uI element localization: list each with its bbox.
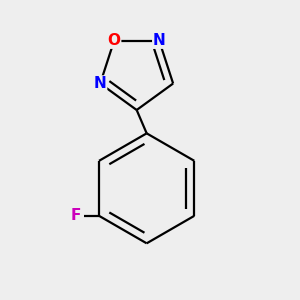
Text: O: O: [108, 33, 121, 48]
Text: N: N: [153, 33, 166, 48]
Text: F: F: [70, 208, 81, 223]
Text: N: N: [94, 76, 106, 91]
